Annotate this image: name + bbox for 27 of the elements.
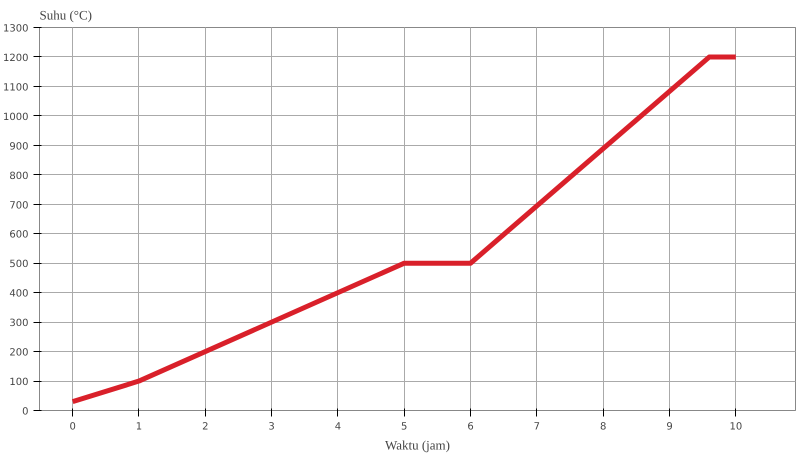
x-axis-title: Waktu (jam) (384, 438, 450, 452)
y-tick-label: 700 (9, 200, 29, 212)
y-tick-label: 300 (9, 318, 29, 330)
y-tick-label: 1000 (3, 112, 29, 123)
y-tick-label: 1300 (3, 24, 29, 34)
y-tick-label: 0 (22, 406, 29, 418)
x-tick-label: 8 (600, 422, 606, 432)
x-tick-label: 1 (136, 422, 142, 432)
x-tick-label: 10 (729, 422, 742, 432)
y-tick-label: 400 (9, 288, 29, 300)
x-tick-label: 4 (334, 422, 342, 432)
x-tick-label: 3 (268, 422, 275, 432)
y-tick-label: 200 (9, 348, 29, 359)
x-tick-label: 5 (401, 422, 408, 432)
x-tick-label: 7 (534, 422, 540, 432)
x-tick-label: 9 (666, 422, 673, 432)
y-tick-label: 900 (9, 141, 29, 152)
y-tick-label: 800 (9, 170, 29, 182)
y-tick-label: 1100 (3, 82, 29, 94)
x-tick-label: 6 (467, 422, 474, 432)
x-tick-label: 0 (69, 422, 76, 432)
y-axis-title: Suhu (°C) (40, 8, 92, 22)
y-tick-label: 600 (9, 230, 29, 241)
y-tick-label: 1200 (3, 52, 29, 64)
x-tick-label: 2 (202, 422, 208, 432)
y-tick-label: 500 (9, 259, 29, 270)
y-tick-label: 100 (9, 377, 29, 388)
